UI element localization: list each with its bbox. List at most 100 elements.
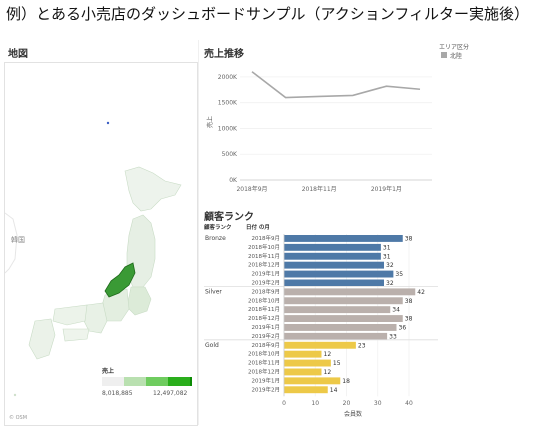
bar-gold (284, 377, 341, 385)
bar-value-label: 38 (405, 298, 413, 305)
customer-rank-chart[interactable]: 顧客ランク 日付 の月 0 10 20 30 40 会員数 Bronze 2018年9月 38 201… (204, 222, 444, 422)
group-label-bronze: Bronze (205, 235, 226, 242)
month-label: 2018年9月 (252, 234, 281, 242)
bar-value-label: 23 (358, 342, 366, 349)
bar-value-label: 15 (333, 360, 341, 367)
sales-trend-title: 売上推移 (204, 49, 244, 60)
month-label: 2019年1月 (252, 270, 281, 278)
bar-value-label: 42 (417, 289, 425, 296)
month-label: 2018年9月 (252, 287, 281, 295)
bar-value-label: 18 (342, 378, 350, 385)
group-label-gold: Gold (205, 342, 219, 349)
bar-gold (284, 350, 322, 358)
bar-value-label: 32 (386, 262, 394, 269)
bar-value-label: 31 (383, 253, 391, 260)
y-tick-label: 2000K (218, 74, 238, 81)
y-tick-label: 500K (222, 151, 238, 158)
date-header-label: 日付 の月 (246, 223, 270, 231)
bar-value-label: 12 (324, 351, 332, 358)
bar-silver (284, 306, 391, 314)
bar-value-label: 14 (330, 387, 338, 394)
bar-silver (284, 297, 403, 305)
map-region-chugoku[interactable] (52, 304, 88, 326)
map-region-kanto[interactable] (126, 286, 152, 316)
x-tick-label: 2019年1月 (371, 185, 402, 193)
bar-value-label: 38 (405, 236, 413, 243)
area-legend-title: エリア区分 (439, 44, 470, 51)
bar-value-label: 35 (395, 271, 403, 278)
map-copyright: © OSM (9, 415, 28, 421)
page-title: 例）とある小売店のダッシュボードサンプル（アクションフィルター実施後） (6, 5, 530, 23)
map-region-shikoku[interactable] (62, 328, 90, 342)
bar-silver (284, 324, 397, 331)
bar-silver (284, 288, 416, 296)
section-divider (198, 40, 199, 425)
map-legend-min: 8,018,885 (102, 390, 133, 397)
area-legend-item[interactable]: 北陸 (450, 53, 463, 60)
bar-bronze (284, 261, 384, 269)
map-view[interactable]: 韓国 売上 8,018,885 12,497,082 © OSM (4, 62, 198, 426)
bar-value-label: 32 (386, 280, 394, 287)
month-label: 2018年11月 (248, 252, 280, 260)
map-legend-title: 売上 (102, 368, 115, 375)
x-tick-label: 2018年11月 (302, 185, 337, 193)
month-label: 2018年10月 (248, 243, 280, 251)
sales-trend-chart[interactable]: 0K 500K 1000K 1500K 2000K 売上 2018年9月 2018年11月 20… (204, 58, 436, 200)
month-label: 2019年2月 (252, 332, 281, 340)
legend-swatch (146, 377, 168, 386)
bar-value-label: 34 (392, 307, 400, 314)
area-legend-swatch (441, 52, 447, 58)
map-region-okinawa[interactable] (13, 393, 17, 397)
map-legend-scale (102, 377, 192, 386)
bar-value-label: 36 (399, 325, 407, 332)
bar-gold (284, 386, 328, 394)
japan-map[interactable] (5, 63, 197, 425)
map-point-island[interactable] (106, 121, 110, 125)
month-label: 2018年10月 (248, 350, 280, 358)
korea-label: 韓国 (11, 236, 25, 244)
month-label: 2018年12月 (248, 368, 280, 376)
series-line-北陸 (251, 71, 421, 99)
x-tick-label: 2018年9月 (236, 185, 267, 193)
bar-value-label: 38 (405, 316, 413, 323)
month-label: 2018年11月 (248, 305, 280, 313)
bar-bronze (284, 252, 381, 260)
month-label: 2018年11月 (248, 359, 280, 367)
month-label: 2019年2月 (252, 385, 281, 393)
month-label: 2019年2月 (252, 279, 281, 287)
legend-swatch (102, 377, 124, 386)
x-tick-label: 30 (374, 400, 382, 407)
bar-bronze (284, 270, 394, 278)
x-tick-label: 10 (311, 400, 319, 407)
rank-header-label: 顧客ランク (204, 223, 232, 231)
bar-bronze (284, 235, 403, 242)
bar-silver (284, 332, 388, 340)
map-region-kyushu[interactable] (28, 318, 56, 360)
month-label: 2018年9月 (252, 341, 281, 349)
map-title: 地図 (8, 49, 28, 60)
map-region-hokuriku[interactable] (104, 262, 136, 298)
x-tick-label: 40 (405, 400, 413, 407)
legend-swatch (190, 377, 192, 386)
legend-swatch (168, 377, 190, 386)
y-axis-label: 売上 (206, 116, 214, 128)
legend-swatch (124, 377, 146, 386)
group-label-silver: Silver (205, 288, 222, 295)
y-tick-label: 1000K (218, 125, 238, 132)
bar-value-label: 33 (389, 333, 397, 340)
x-axis-label: 会員数 (344, 410, 362, 418)
bar-gold (284, 368, 322, 376)
bar-silver (284, 315, 403, 322)
bar-gold (284, 359, 331, 367)
bar-bronze (284, 279, 384, 287)
map-region-hokkaido[interactable] (124, 166, 182, 212)
month-label: 2018年10月 (248, 296, 280, 304)
korea-coastline (5, 212, 18, 274)
bar-value-label: 31 (383, 244, 391, 251)
bar-value-label: 12 (324, 369, 332, 376)
x-tick-label: 20 (343, 400, 351, 407)
bar-gold (284, 341, 356, 349)
bar-bronze (284, 243, 381, 251)
map-legend-max: 12,497,082 (153, 390, 188, 397)
customer-rank-title: 顧客ランク (204, 212, 254, 223)
